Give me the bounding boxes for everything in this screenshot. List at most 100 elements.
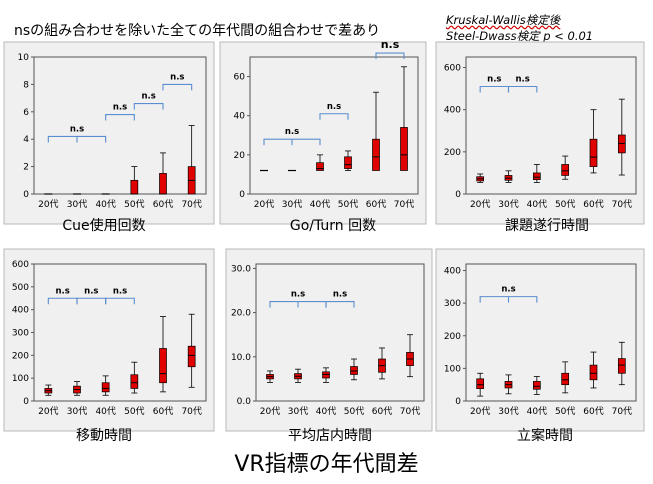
test-note-method: Steel-Dwass [446,29,517,43]
box [617,134,626,154]
y-tick-label: 10 [18,53,30,63]
box [316,162,324,171]
box [617,358,626,374]
box [400,127,408,171]
y-tick-label: 300 [12,329,29,339]
box [589,138,598,167]
y-tick-label: 0 [455,397,461,407]
x-tick-label: 30代 [498,199,518,210]
box [372,138,380,171]
x-tick-label: 30代 [67,199,87,210]
box [589,364,598,381]
x-tick-label: 40代 [527,406,547,417]
y-tick-label: 200 [12,351,29,361]
x-tick-label: 50代 [555,199,575,210]
y-tick-label: 0 [23,397,29,407]
y-tick-label: 500 [12,283,29,293]
ns-bracket [105,297,135,305]
ns-label: n.s [141,92,155,102]
x-tick-label: 40代 [95,199,115,210]
x-tick-label: 20代 [470,199,490,210]
x-tick-label: 70代 [181,199,201,210]
ns-label: n.s [291,290,305,300]
ns-bracket [375,52,405,60]
plot-area [249,56,419,195]
box [561,372,570,386]
x-tick-label: 50代 [338,199,358,210]
x-tick-label: 60代 [583,199,603,210]
plot-area [465,263,637,402]
chart-panel-4: 0 100 200 300 400 500 600 20代 30代 40代 50代 60代 70代 n.s… [3,248,215,444]
x-tick-label: 50代 [344,406,364,417]
y-tick-label: 20 [234,151,246,161]
test-note-line1: Kruskal-Wallis検定後 [446,13,561,27]
box [561,164,570,176]
y-tick-label: 6 [23,108,29,118]
x-tick-label: 70代 [400,406,420,417]
x-tick-label: 20代 [38,199,58,210]
panel-title: 課題遂行時間 [505,218,589,234]
x-tick-label: 20代 [38,406,58,417]
ns-bracket [133,103,164,110]
ns-bracket [319,113,349,120]
x-tick-label: 20代 [254,199,274,210]
x-tick-label: 30代 [498,406,518,417]
x-tick-label: 50代 [124,406,144,417]
y-tick-label: 400 [444,106,461,116]
plot-area [465,56,637,195]
y-tick-label: 400 [444,267,461,277]
plot-area [33,56,207,195]
y-tick-label: 60 [234,73,246,83]
ns-label: n.s [70,124,84,134]
x-tick-label: 70代 [612,199,632,210]
ns-bracket [105,113,135,121]
panel-title: Cue使用回数 [62,217,145,234]
test-note-kentei: 検定 [516,29,540,43]
x-tick-label: 50代 [124,199,144,210]
panel-title: Go/Turn 回数 [290,218,376,234]
y-tick-label: 100 [444,364,461,374]
x-tick-label: 70代 [394,199,414,210]
ns-bracket [162,83,193,91]
chart-panel-6: 0 100 200 300 400 20代 30代 40代 50代 60代 70代 n.s 立案時間 [435,248,645,444]
box [476,378,485,389]
x-tick-label: 70代 [181,406,201,417]
ns-label: n.s [501,285,515,295]
x-tick-label: 30代 [67,406,87,417]
box [130,374,139,389]
y-tick-label: 20.0 [231,309,251,319]
box [130,179,139,195]
ns-label: n.s [515,75,529,85]
ns-bracket [507,85,538,93]
panel-title: 移動時間 [76,428,132,444]
ns-label: n.s [55,286,69,296]
x-tick-label: 20代 [470,406,490,417]
ns-label: n.s [285,127,299,137]
box [159,348,167,384]
chart-panel-3: 0 200 400 600 20代 30代 40代 50代 60代 70代 n.s n.s 課題遂行時間 [435,41,645,234]
x-tick-label: 60代 [583,406,603,417]
test-note-p: p < 0.01 [543,29,594,43]
chart-panel-5: 0.0 10.0 20.0 30.0 20代 30代 40代 50代 60代 70代 n.s n.s 平… [225,248,433,444]
plot-area [255,263,425,402]
y-tick-label: 600 [444,64,461,74]
y-tick-label: 0 [455,190,461,200]
box [532,381,541,390]
x-tick-label: 40代 [310,199,330,210]
y-tick-label: 600 [12,260,29,270]
y-tick-label: 400 [12,306,29,316]
test-note-line2: Steel-Dwass検定 p < 0.01 [446,28,593,44]
y-tick-label: 0 [23,190,29,200]
box [344,156,352,169]
chart-panel-1: 0 2 4 6 8 10 20代 30代 40代 50代 60代 70代 n.s n.s n.s n.s Cue… [3,41,215,234]
panel-title: 立案時間 [517,427,573,444]
ns-label: n.s [84,286,98,296]
y-tick-label: 0.0 [237,397,252,407]
ns-bracket [479,296,538,303]
y-tick-label: 2 [23,163,29,173]
y-tick-label: 30.0 [231,264,251,274]
y-tick-label: 40 [234,112,246,122]
x-tick-label: 20代 [260,406,280,417]
ns-label: n.s [113,103,127,113]
y-tick-label: 10.0 [231,353,251,363]
